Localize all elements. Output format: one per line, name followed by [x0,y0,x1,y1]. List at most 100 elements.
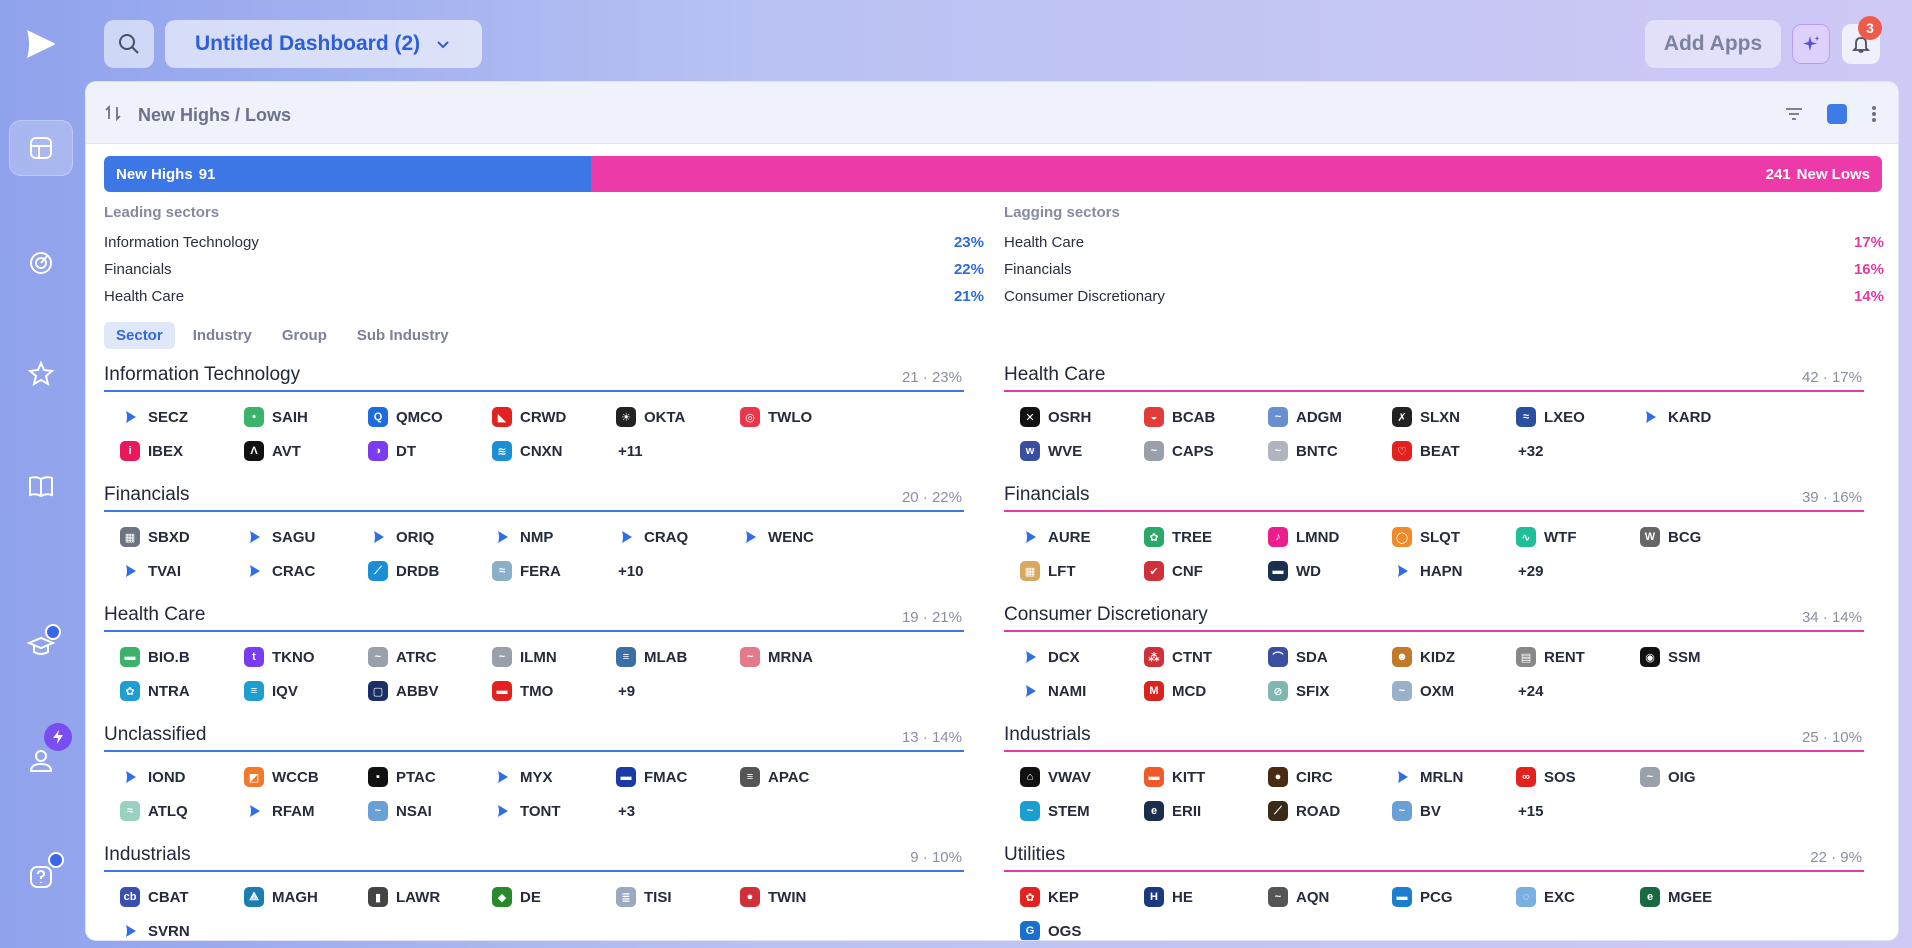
ticker-chip[interactable]: ◒ BCAB [1144,400,1268,434]
group-name[interactable]: Utilities [1004,844,1066,865]
ticker-chip[interactable]: ≡ IQV [244,674,368,708]
group-name[interactable]: Industrials [1004,724,1091,745]
ticker-chip[interactable]: IOND [120,760,244,794]
ticker-chip[interactable]: ⟁ MAGH [244,880,368,914]
nav-dashboards[interactable] [9,120,73,176]
ticker-chip[interactable]: ◯ SLQT [1392,520,1516,554]
ticker-chip[interactable]: ◎ TWLO [740,400,864,434]
ticker-chip[interactable]: TVAI [120,554,244,588]
ticker-chip[interactable]: W BCG [1640,520,1764,554]
ticker-chip[interactable]: ● CIRC [1268,760,1392,794]
tab-industry[interactable]: Industry [192,327,252,344]
ticker-chip[interactable]: ⁂ CTNT [1144,640,1268,674]
nav-account[interactable] [9,732,73,788]
ticker-chip[interactable]: ✿ NTRA [120,674,244,708]
ticker-chip[interactable]: ~ BV [1392,794,1516,828]
ticker-chip[interactable]: ▬ BIO.B [120,640,244,674]
ticker-chip[interactable]: ≡ APAC [740,760,864,794]
ticker-chip[interactable]: ∞ SOS [1516,760,1640,794]
ticker-chip[interactable]: M MCD [1144,674,1268,708]
group-name[interactable]: Information Technology [104,364,301,385]
ticker-chip[interactable]: ▤ RENT [1516,640,1640,674]
ticker-chip[interactable]: ▬ PCG [1392,880,1516,914]
ticker-chip[interactable]: MYX [492,760,616,794]
group-name[interactable]: Consumer Discretionary [1004,604,1208,625]
ticker-chip[interactable]: WENC [740,520,864,554]
dashboard-selector[interactable]: Untitled Dashboard (2) [165,20,482,68]
ticker-chip[interactable]: ⟋ DRDB [368,554,492,588]
ticker-chip[interactable]: ◉ SSM [1640,640,1764,674]
ticker-chip[interactable]: ~ ADGM [1268,400,1392,434]
ticker-chip[interactable]: H HE [1144,880,1268,914]
ticker-chip[interactable]: ♡ BEAT [1392,434,1516,468]
ticker-chip[interactable]: ≣ TISI [616,880,740,914]
ticker-chip[interactable]: NMP [492,520,616,554]
ticker-chip[interactable]: ≈ FERA [492,554,616,588]
ticker-chip[interactable]: ◌ EXC [1516,880,1640,914]
ticker-chip[interactable]: ● TWIN [740,880,864,914]
ticker-chip[interactable]: ▬ KITT [1144,760,1268,794]
ticker-chip[interactable]: ✔ CNF [1144,554,1268,588]
ai-assistant-button[interactable] [1792,24,1830,64]
ticker-chip[interactable]: • SAIH [244,400,368,434]
nav-alerts[interactable] [9,234,73,290]
ticker-chip[interactable]: ▪ PTAC [368,760,492,794]
ticker-chip[interactable]: ⌒ SDA [1268,640,1392,674]
ticker-chip[interactable]: ~ OXM [1392,674,1516,708]
ticker-chip[interactable]: ≡ MLAB [616,640,740,674]
ticker-chip[interactable]: ~ STEM [1020,794,1144,828]
group-name[interactable]: Financials [1004,484,1090,505]
ticker-chip[interactable]: e MGEE [1640,880,1764,914]
ticker-chip[interactable]: NAMI [1020,674,1144,708]
ticker-chip[interactable]: ◣ CRWD [492,400,616,434]
ticker-chip[interactable]: ⌂ VWAV [1020,760,1144,794]
ticker-chip[interactable]: ≈ LXEO [1516,400,1640,434]
ticker-chip[interactable]: RFAM [244,794,368,828]
group-name[interactable]: Industrials [104,844,191,865]
group-name[interactable]: Unclassified [104,724,207,745]
nav-learn[interactable] [9,618,73,674]
ticker-chip[interactable]: ~ CAPS [1144,434,1268,468]
ticker-chip[interactable]: ▦ LFT [1020,554,1144,588]
ticker-chip[interactable]: ◩ WCCB [244,760,368,794]
ticker-chip[interactable]: ✿ TREE [1144,520,1268,554]
ticker-chip[interactable]: CRAQ [616,520,740,554]
group-name[interactable]: Health Care [104,604,206,625]
ticker-chip[interactable]: ~ OIG [1640,760,1764,794]
ticker-chip[interactable]: ~ AQN [1268,880,1392,914]
ticker-chip[interactable]: ✕ OSRH [1020,400,1144,434]
tab-sub-industry[interactable]: Sub Industry [356,327,449,344]
ticker-chip[interactable]: SECZ [120,400,244,434]
ticker-chip[interactable]: ☀ OKTA [616,400,740,434]
ticker-chip[interactable]: Q QMCO [368,400,492,434]
ticker-chip[interactable]: e ERII [1144,794,1268,828]
nav-help[interactable] [9,848,73,904]
ticker-chip[interactable]: ▦ SBXD [120,520,244,554]
tab-group[interactable]: Group [281,327,327,344]
ticker-chip[interactable]: ∿ WTF [1516,520,1640,554]
ticker-chip[interactable]: ◑ DT [368,434,492,468]
ticker-chip[interactable]: t TKNO [244,640,368,674]
more-tickers-count[interactable]: +29 [1518,562,1544,580]
ticker-chip[interactable]: ▮ LAWR [368,880,492,914]
nav-watchlist[interactable] [9,346,73,402]
tab-sector[interactable]: Sector [104,322,175,349]
ticker-chip[interactable]: w WVE [1020,434,1144,468]
ticker-chip[interactable]: ~ ILMN [492,640,616,674]
ticker-chip[interactable]: TONT [492,794,616,828]
ticker-chip[interactable]: SVRN [120,914,244,940]
ticker-chip[interactable]: i IBEX [120,434,244,468]
nav-library[interactable] [9,458,73,514]
ticker-chip[interactable]: ♪ LMND [1268,520,1392,554]
ticker-chip[interactable]: ~ MRNA [740,640,864,674]
ticker-chip[interactable]: ≈ ATLQ [120,794,244,828]
ticker-chip[interactable]: ▬ WD [1268,554,1392,588]
more-tickers-count[interactable]: +32 [1518,442,1544,460]
ticker-chip[interactable]: ~ NSAI [368,794,492,828]
ticker-chip[interactable]: ✿ KEP [1020,880,1144,914]
ticker-chip[interactable]: KARD [1640,400,1764,434]
search-button[interactable] [104,20,154,68]
more-tickers-count[interactable]: +3 [618,802,636,820]
group-name[interactable]: Financials [104,484,190,505]
more-tickers-count[interactable]: +11 [618,442,643,460]
